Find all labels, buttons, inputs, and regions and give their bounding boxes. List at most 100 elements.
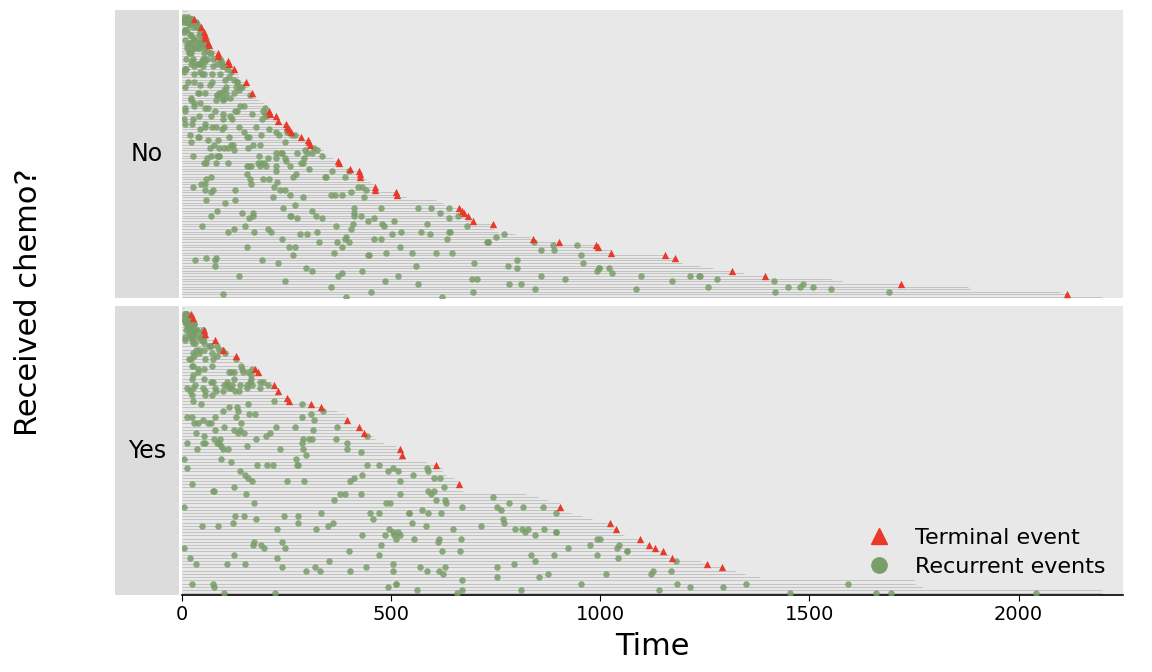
Point bbox=[505, 559, 523, 570]
Point bbox=[440, 202, 458, 213]
Point bbox=[388, 466, 407, 476]
Point bbox=[458, 210, 477, 221]
Point bbox=[253, 174, 272, 185]
Point bbox=[181, 19, 199, 30]
Point bbox=[892, 279, 910, 290]
Point bbox=[303, 434, 321, 445]
Point bbox=[409, 202, 427, 213]
Point bbox=[392, 226, 410, 237]
Point bbox=[435, 482, 454, 493]
Point bbox=[183, 114, 202, 124]
Point bbox=[533, 501, 552, 512]
Point bbox=[238, 440, 257, 451]
Point bbox=[182, 30, 200, 40]
Point bbox=[230, 380, 249, 390]
Point bbox=[270, 116, 288, 127]
Point bbox=[417, 521, 435, 532]
Point bbox=[176, 64, 195, 75]
Point bbox=[190, 22, 209, 32]
Point bbox=[280, 161, 298, 171]
Point bbox=[244, 210, 263, 221]
Point bbox=[278, 155, 296, 166]
Point bbox=[251, 376, 270, 387]
Point bbox=[190, 38, 209, 48]
Point bbox=[278, 476, 296, 487]
Point bbox=[713, 581, 732, 592]
Point bbox=[218, 559, 236, 570]
Point bbox=[188, 22, 206, 32]
Point bbox=[200, 79, 219, 90]
Point bbox=[530, 572, 548, 583]
Point bbox=[177, 309, 196, 320]
Point bbox=[316, 171, 334, 182]
Point bbox=[209, 205, 227, 216]
Point bbox=[478, 237, 497, 247]
Point bbox=[333, 268, 351, 279]
Point bbox=[236, 469, 255, 480]
Point bbox=[223, 380, 242, 390]
Point bbox=[265, 181, 283, 192]
Point bbox=[222, 114, 241, 124]
Point bbox=[191, 124, 210, 134]
Point bbox=[189, 87, 207, 98]
Point bbox=[229, 122, 248, 132]
Point bbox=[222, 456, 241, 467]
Point bbox=[376, 221, 394, 232]
Point bbox=[568, 239, 586, 250]
Point bbox=[195, 364, 213, 374]
Point bbox=[349, 166, 367, 177]
Point bbox=[180, 325, 198, 336]
Point bbox=[188, 19, 206, 30]
Point bbox=[194, 521, 212, 532]
Point bbox=[463, 274, 482, 284]
Point bbox=[238, 161, 257, 171]
Point bbox=[226, 64, 244, 75]
Point bbox=[206, 106, 225, 116]
Point bbox=[219, 158, 237, 169]
Point bbox=[321, 190, 340, 200]
Point bbox=[196, 437, 214, 448]
Point bbox=[181, 38, 199, 48]
Point bbox=[197, 195, 215, 206]
Point bbox=[336, 231, 355, 242]
Point bbox=[236, 489, 255, 499]
Point bbox=[195, 53, 213, 64]
Point bbox=[184, 77, 203, 87]
Point bbox=[333, 242, 351, 253]
Point bbox=[176, 106, 195, 116]
Point bbox=[198, 45, 217, 56]
Point bbox=[487, 501, 506, 512]
Point bbox=[253, 376, 272, 387]
Point bbox=[882, 588, 901, 599]
Point bbox=[559, 543, 577, 554]
Point bbox=[571, 250, 590, 261]
Point bbox=[821, 284, 840, 294]
Point bbox=[506, 523, 524, 534]
Point bbox=[214, 289, 233, 300]
Point bbox=[214, 114, 233, 124]
Point bbox=[233, 360, 251, 371]
Point bbox=[440, 226, 458, 237]
Point bbox=[241, 376, 259, 387]
Point bbox=[244, 140, 263, 151]
Point bbox=[453, 575, 471, 586]
Point bbox=[225, 425, 243, 435]
Point bbox=[328, 271, 347, 282]
Point bbox=[188, 325, 206, 336]
Point bbox=[420, 228, 439, 239]
Point bbox=[418, 485, 437, 496]
Point bbox=[251, 540, 270, 550]
Point bbox=[176, 335, 195, 345]
Point bbox=[324, 517, 342, 528]
Point bbox=[187, 344, 205, 355]
Point bbox=[425, 485, 444, 496]
Point bbox=[189, 364, 207, 374]
Point bbox=[432, 507, 450, 518]
Point bbox=[296, 145, 314, 156]
Point bbox=[479, 237, 498, 247]
Point bbox=[338, 415, 356, 425]
Point bbox=[223, 517, 242, 528]
Point bbox=[195, 27, 213, 38]
Point bbox=[177, 24, 196, 35]
Point bbox=[377, 498, 395, 509]
